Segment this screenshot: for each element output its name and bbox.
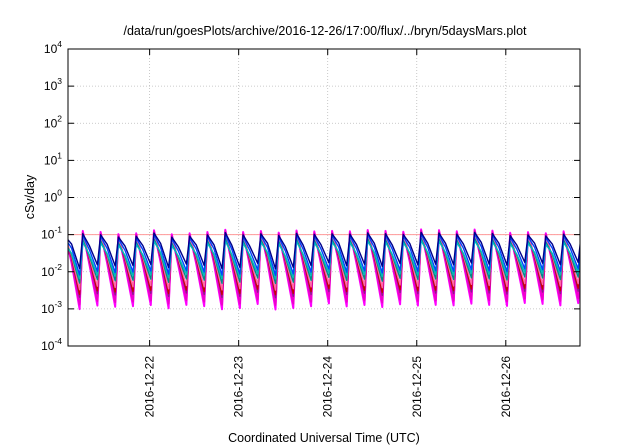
x-tick-label: 2016-12-26 (499, 356, 513, 418)
series-line (68, 233, 580, 276)
series-line (68, 231, 580, 270)
x-ticks: 2016-12-22 2016-12-23 2016-12-24 2016-12-25… (143, 49, 513, 417)
y-tick-label: 101 (44, 150, 62, 167)
y-tick-label: 10-3 (41, 299, 62, 316)
y-tick-label: 103 (44, 76, 62, 93)
grid (68, 49, 580, 346)
x-tick-label: 2016-12-25 (410, 356, 424, 418)
y-ticks: 10-4 10-3 10-2 10-1 100 101 102 103 104 (41, 39, 580, 353)
chart-title: /data/run/goesPlots/archive/2016-12-26/1… (123, 24, 527, 38)
y-tick-label: 10-2 (41, 262, 62, 279)
y-axis-label: cSv/day (23, 174, 37, 219)
x-tick-label: 2016-12-22 (143, 356, 157, 418)
x-tick-label: 2016-12-23 (232, 356, 246, 418)
x-tick-label: 2016-12-24 (321, 356, 335, 418)
y-tick-label: 104 (44, 39, 62, 56)
series-group (68, 228, 580, 311)
y-tick-label: 102 (44, 113, 62, 130)
y-tick-label: 10-1 (41, 225, 62, 242)
x-axis-label: Coordinated Universal Time (UTC) (228, 431, 420, 445)
y-tick-label: 100 (44, 188, 62, 205)
series-line (68, 229, 580, 306)
series-line (68, 239, 580, 280)
y-tick-label: 10-4 (41, 336, 62, 353)
